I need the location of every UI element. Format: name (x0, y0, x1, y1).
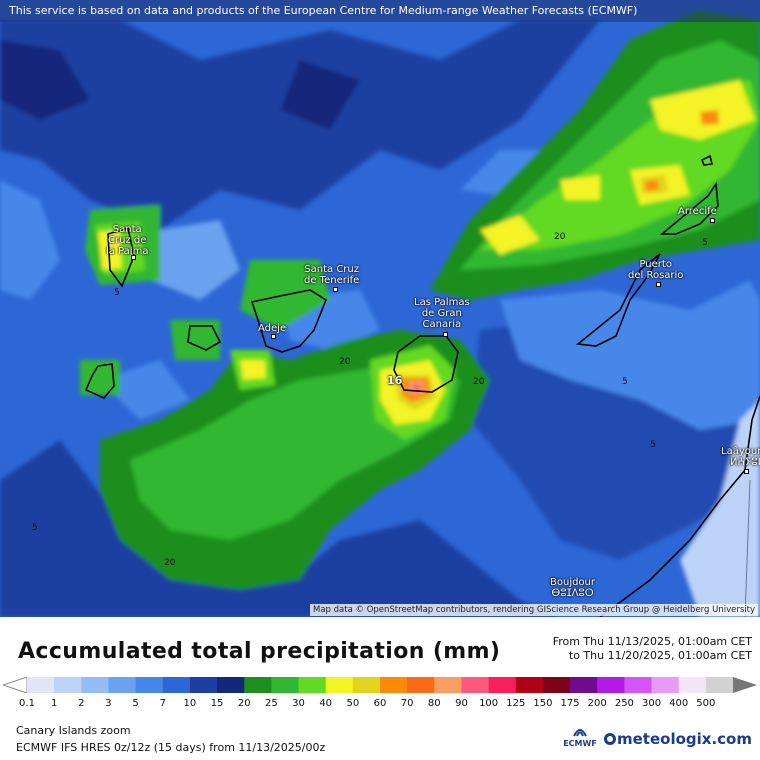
scale-tick-label: 15 (210, 698, 224, 709)
city-marker[interactable] (443, 332, 448, 337)
scale-swatch (434, 677, 462, 693)
city-label[interactable]: Boujdour ⴱⵓⵊⴷⵓⵔ (550, 577, 596, 599)
isoline-label: 20 (339, 357, 351, 367)
scale-tick-label: 3 (105, 698, 112, 709)
city-label[interactable]: Santa Cruz de la Palma (106, 224, 149, 257)
scale-tick-label: 400 (669, 698, 689, 709)
scale-swatch (461, 677, 490, 693)
max-value-marker[interactable]: 16 (387, 374, 403, 387)
scale-swatch (271, 677, 300, 693)
scale-tick-label: 7 (159, 698, 166, 709)
scale-swatch (27, 677, 55, 693)
scale-tick-label: 20 (237, 698, 251, 709)
scale-tick-label: 200 (587, 698, 607, 709)
city-label[interactable]: Arrecife (678, 206, 717, 217)
scale-swatch (678, 677, 707, 693)
scale-arrow-right (733, 677, 757, 693)
meteologix-logo[interactable]: meteologix.com (604, 730, 752, 748)
city-label[interactable]: Laâyoune ⵍⵄⵢⵓⵏ (721, 446, 760, 468)
legend-panel: Accumulated total precipitation (mm) Fro… (0, 617, 760, 760)
isoline-label: 5 (622, 377, 628, 387)
city-marker[interactable] (131, 255, 136, 260)
isoline-label: 5 (114, 288, 120, 298)
scale-swatch (407, 677, 435, 693)
ecmwf-icon (573, 729, 587, 737)
region-name: Canary Islands zoom (16, 724, 131, 737)
scale-tick-label: 0.1 (19, 698, 35, 709)
scale-tick-label: 500 (696, 698, 716, 709)
map-attribution[interactable]: Map data © OpenStreetMap contributors, r… (310, 604, 758, 616)
scale-tick-label: 25 (265, 698, 278, 709)
meteologix-icon (604, 733, 616, 745)
date-from: From Thu 11/13/2025, 01:00am CET (552, 635, 752, 648)
scale-arrow-left (3, 677, 28, 693)
scale-tick-label: 250 (614, 698, 634, 709)
city-marker[interactable] (710, 218, 715, 223)
city-label[interactable]: Puerto del Rosario (628, 259, 684, 281)
scale-swatch (542, 677, 571, 693)
city-label[interactable]: Las Palmas de Gran Canaria (414, 297, 470, 330)
city-marker[interactable] (271, 334, 276, 339)
scale-tick-label: 150 (533, 698, 553, 709)
isoline-label: 20 (473, 377, 485, 387)
scale-tick-label: 10 (183, 698, 197, 709)
ecmwf-logo[interactable]: ECMWF (560, 726, 600, 748)
meteologix-logo-text: meteologix.com (617, 730, 752, 748)
scale-swatch (54, 677, 82, 693)
scale-tick-label: 1 (50, 698, 58, 709)
isoline-label: 20 (554, 232, 566, 242)
scale-tick-label: 2 (78, 698, 85, 709)
scale-tick-label: 175 (560, 698, 580, 709)
scale-swatch (81, 677, 109, 693)
scale-swatch (624, 677, 653, 693)
scale-tick-label: 5 (132, 698, 139, 709)
isoline-label: 5 (650, 440, 656, 450)
scale-tick-label: 80 (427, 698, 441, 709)
scale-tick-label: 60 (373, 698, 387, 709)
scale-tick-label: 40 (319, 698, 333, 709)
scale-swatch (217, 677, 245, 693)
isoline-label: 20 (164, 558, 176, 568)
city-label[interactable]: Santa Cruz de Tenerife (304, 264, 360, 286)
scale-swatch (705, 677, 734, 693)
ecmwf-logo-text: ECMWF (563, 739, 597, 748)
scale-tick-label: 300 (641, 698, 662, 709)
scale-swatch (298, 677, 327, 693)
scale-swatch (325, 677, 354, 693)
scale-tick-label: 100 (479, 698, 499, 709)
date-to: to Thu 11/20/2025, 01:00am CET (568, 649, 752, 662)
city-marker[interactable] (744, 469, 749, 474)
precipitation-map[interactable]: This service is based on data and produc… (0, 0, 760, 617)
scale-tick-label: 50 (346, 698, 360, 709)
scale-swatch (651, 677, 680, 693)
color-scale-bar (3, 677, 757, 693)
date-range: From Thu 11/13/2025, 01:00am CET to Thu … (553, 635, 752, 663)
precipitation-field (0, 0, 760, 617)
isoline-label: 5 (32, 523, 38, 533)
scale-tick-label: 30 (292, 698, 305, 709)
ecmwf-attribution-banner: This service is based on data and produc… (0, 0, 760, 22)
scale-swatch (352, 677, 381, 693)
scale-swatch (380, 677, 408, 693)
scale-swatch (135, 677, 164, 693)
scale-swatch (515, 677, 544, 693)
scale-swatch (488, 677, 517, 693)
scale-swatch (570, 677, 598, 693)
scale-tick-label: 70 (400, 698, 414, 709)
city-marker[interactable] (333, 287, 338, 292)
legend-title: Accumulated total precipitation (mm) (18, 639, 501, 664)
isoline-label: 5 (702, 238, 708, 248)
scale-swatch (244, 677, 272, 693)
scale-tick-label: 90 (455, 698, 468, 709)
city-label[interactable]: Adeje (258, 323, 287, 334)
color-scale-ticks: 0.1 1 2 3 5 7 10 15 20 25 30 40 50 60 70 80 90 100 125 150 1… (0, 698, 760, 712)
scale-swatch (597, 677, 625, 693)
scale-swatch (108, 677, 137, 693)
scale-swatch (189, 677, 218, 693)
city-marker[interactable] (656, 282, 661, 287)
scale-tick-label: 125 (506, 698, 526, 709)
model-info: ECMWF IFS HRES 0z/12z (15 days) from 11/… (16, 741, 326, 754)
scale-swatch (162, 677, 191, 693)
